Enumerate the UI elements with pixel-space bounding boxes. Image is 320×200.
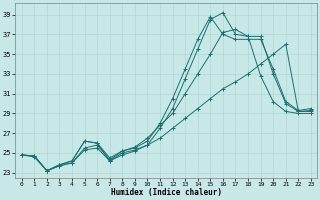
X-axis label: Humidex (Indice chaleur): Humidex (Indice chaleur) [111, 188, 222, 197]
